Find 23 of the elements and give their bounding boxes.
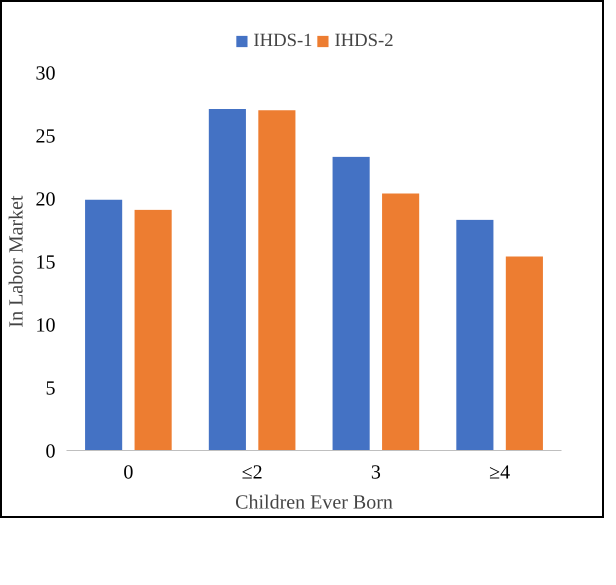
y-tick-label: 10: [36, 314, 56, 336]
bar: [456, 220, 494, 450]
x-tick-label: 0: [123, 462, 134, 484]
y-tick-label: 0: [46, 440, 56, 462]
x-tick-label: 3: [370, 462, 381, 484]
y-tick-label: 15: [36, 252, 56, 274]
x-tick-label: ≥4: [489, 462, 510, 484]
bar: [208, 109, 246, 450]
bar: [258, 110, 296, 450]
x-tick-label: ≤2: [242, 462, 263, 484]
legend-label: IHDS-1: [253, 30, 312, 52]
y-tick-label: 5: [46, 378, 56, 400]
bar: [85, 200, 122, 450]
bar: [506, 256, 543, 450]
y-tick-label: 20: [36, 188, 56, 210]
y-tick-label: 30: [36, 62, 56, 84]
bar: [382, 193, 420, 450]
y-tick-label: 25: [36, 126, 56, 148]
y-axis-title: In Labor Market: [6, 194, 28, 328]
x-axis-title: Children Ever Born: [235, 492, 393, 514]
bar: [332, 156, 370, 450]
bar: [134, 210, 172, 450]
legend-label: IHDS-2: [334, 30, 394, 52]
